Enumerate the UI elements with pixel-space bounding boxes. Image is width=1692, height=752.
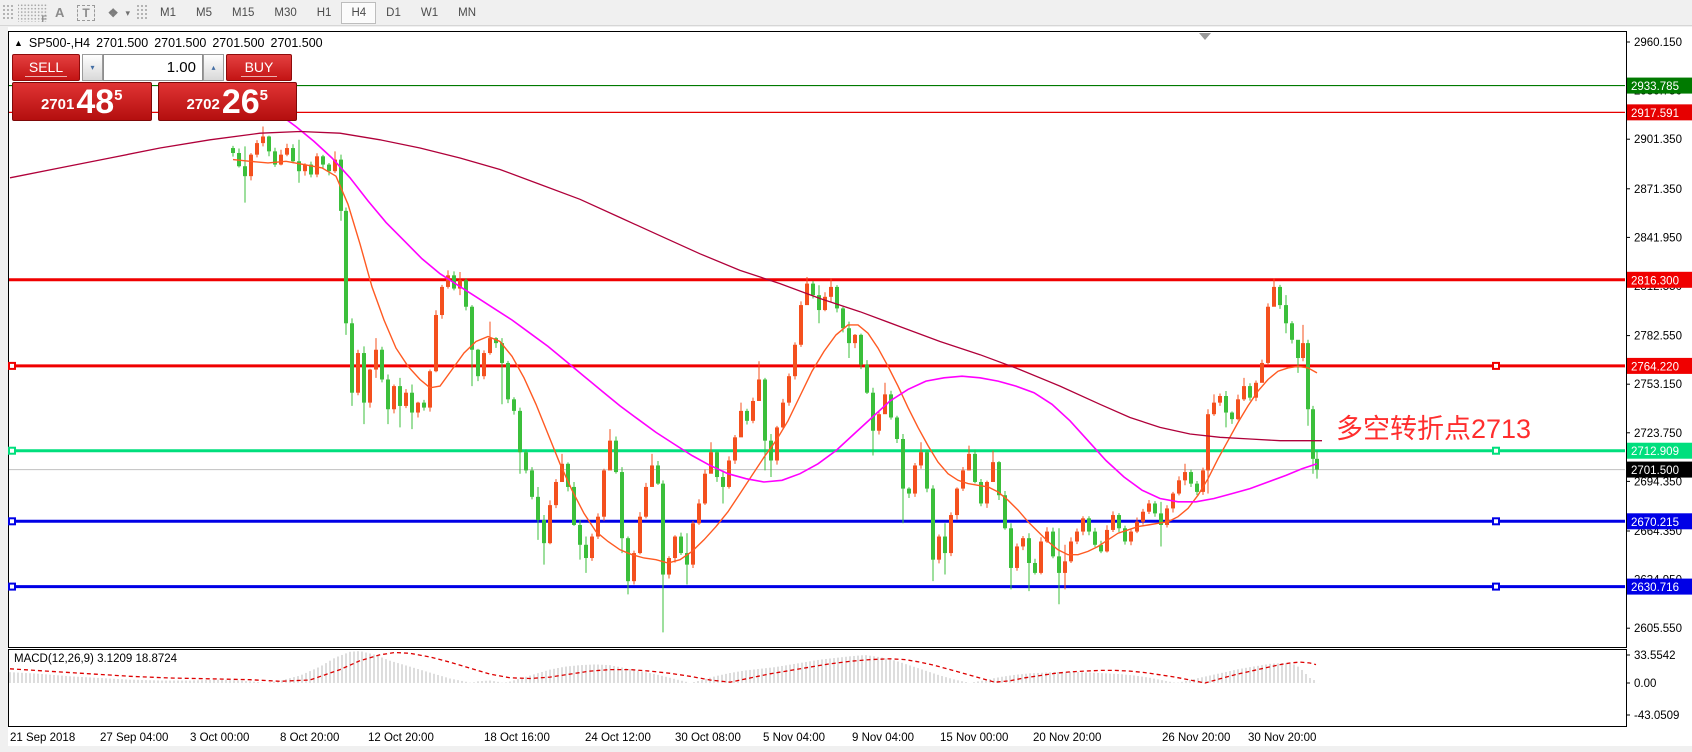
hline-2670.215[interactable]	[8, 517, 1625, 526]
candles	[231, 126, 1319, 633]
toolbar-drag-handle-2[interactable]	[136, 4, 148, 21]
date-label: 9 Nov 04:00	[852, 732, 914, 744]
macd-histogram	[9, 651, 1315, 683]
timeframe-m1[interactable]: M1	[160, 6, 177, 19]
timeframe-d1[interactable]: D1	[386, 6, 401, 19]
svg-text:0.00: 0.00	[1634, 678, 1656, 690]
buy-button[interactable]: BUY	[226, 54, 292, 81]
price-badge-2917.591: 2917.591	[1627, 104, 1692, 121]
timeframe-m15[interactable]: M15	[232, 6, 255, 19]
svg-text:2841.950: 2841.950	[1634, 232, 1682, 244]
buy-price-sup: 5	[259, 87, 269, 104]
annotation-text: 多空转折点2713	[1336, 414, 1531, 444]
timeframe-h4[interactable]: H4	[341, 1, 377, 24]
symbol-arrow-icon: ▲	[14, 38, 23, 48]
svg-text:2960.150: 2960.150	[1634, 37, 1682, 49]
date-label: 20 Nov 20:00	[1033, 732, 1101, 744]
sell-price-sup: 5	[114, 87, 123, 104]
timeframe-w1[interactable]: W1	[420, 6, 439, 19]
chart-shift-marker-icon	[1199, 33, 1211, 40]
date-label: 3 Oct 00:00	[190, 732, 249, 744]
text-a-icon[interactable]: A	[55, 5, 65, 20]
volume-increase-button[interactable]: ▴	[203, 54, 224, 81]
date-label: 12 Oct 20:00	[368, 732, 434, 744]
svg-text:2871.350: 2871.350	[1634, 184, 1682, 196]
sell-price-small: 2701	[40, 96, 75, 113]
svg-text:2816.300: 2816.300	[1631, 275, 1679, 287]
dropdown-caret-icon[interactable]: ▾	[125, 8, 131, 18]
buy-price-box[interactable]: 2702 26 5	[157, 82, 297, 121]
ohlc-open: 2701.500	[96, 36, 149, 50]
mid-ma-line	[277, 112, 1318, 503]
svg-text:-43.0509: -43.0509	[1634, 710, 1679, 722]
svg-text:2605.550: 2605.550	[1634, 623, 1682, 635]
text-box-icon[interactable]: T	[77, 4, 95, 21]
date-label: 24 Oct 12:00	[585, 732, 651, 744]
shapes-icon[interactable]: ❖	[107, 5, 119, 20]
one-click-trading-panel: SELL ▾ ▴ BUY 2701 48 5 2702 26 5	[12, 54, 297, 121]
svg-text:2753.150: 2753.150	[1634, 379, 1682, 391]
date-label: 5 Nov 04:00	[763, 732, 825, 744]
hline-2630.716[interactable]	[8, 582, 1625, 591]
svg-text:2670.215: 2670.215	[1631, 517, 1679, 529]
macd-signal-line	[9, 651, 1317, 684]
svg-text:2712.909: 2712.909	[1631, 446, 1679, 458]
date-label: 18 Oct 16:00	[484, 732, 550, 744]
svg-text:2933.785: 2933.785	[1631, 81, 1679, 93]
date-label: 27 Sep 04:00	[100, 732, 168, 744]
price-badge-2933.785: 2933.785	[1627, 77, 1692, 94]
toolbar: F A T ❖ ▾ M1 M5 M15 M30 H1 H4 D1 W1 MN	[0, 0, 1692, 26]
timeframe-h1[interactable]: H1	[316, 6, 332, 19]
timeframe-mn[interactable]: MN	[458, 6, 476, 19]
ohlc-close: 2701.500	[270, 36, 323, 50]
svg-text:2701.500: 2701.500	[1631, 465, 1679, 477]
date-label: 30 Nov 20:00	[1248, 732, 1316, 744]
date-label: 21 Sep 2018	[10, 732, 75, 744]
volume-decrease-button[interactable]: ▾	[82, 54, 103, 81]
buy-price-big: 26	[221, 82, 260, 121]
timeframe-group: M1 M5 M15 M30 H1 H4 D1 W1 MN	[150, 1, 486, 24]
date-label: 26 Nov 20:00	[1162, 732, 1230, 744]
hline-2712.909[interactable]	[8, 446, 1625, 455]
price-badge-2712.909: 2712.909	[1627, 442, 1692, 459]
slow-ma-line	[9, 130, 1322, 442]
price-badge-2816.300: 2816.300	[1627, 271, 1692, 288]
price-badge-2701.500: 2701.500	[1627, 461, 1692, 478]
svg-text:2782.550: 2782.550	[1634, 331, 1682, 343]
sell-price-box[interactable]: 2701 48 5	[12, 82, 152, 121]
toolbar-drag-handle[interactable]	[2, 4, 13, 21]
sell-button[interactable]: SELL	[12, 54, 80, 81]
svg-text:2901.350: 2901.350	[1634, 134, 1682, 146]
symbol-ohlc-bar: ▲ SP500-,H4 2701.500 2701.500 2701.500 2…	[14, 36, 323, 50]
svg-text:2917.591: 2917.591	[1631, 108, 1679, 120]
hline-2764.220[interactable]	[8, 361, 1625, 370]
date-label: 8 Oct 20:00	[280, 732, 339, 744]
ohlc-low: 2701.500	[212, 36, 265, 50]
indicator-grid-icon[interactable]: F	[18, 3, 48, 24]
price-badge-2764.220: 2764.220	[1627, 357, 1692, 374]
timeframe-m30[interactable]: M30	[274, 6, 297, 19]
svg-text:2694.350: 2694.350	[1634, 476, 1682, 488]
ohlc-high: 2701.500	[154, 36, 207, 50]
fast-ma-line	[232, 158, 1318, 564]
svg-text:2723.750: 2723.750	[1634, 428, 1682, 440]
date-label: 30 Oct 08:00	[675, 732, 741, 744]
price-badge-2670.215: 2670.215	[1627, 513, 1692, 530]
date-label: 15 Nov 00:00	[940, 732, 1008, 744]
timeframe-m5[interactable]: M5	[196, 6, 212, 19]
sell-price-big: 48	[76, 82, 115, 121]
buy-price-small: 2702	[186, 96, 220, 113]
macd-indicator-label: MACD(12,26,9) 3.1209 18.8724	[14, 653, 178, 665]
svg-text:33.5542: 33.5542	[1634, 650, 1676, 662]
price-badge-2630.716: 2630.716	[1627, 578, 1692, 595]
symbol-name: SP500-,H4	[28, 36, 91, 50]
svg-text:2764.220: 2764.220	[1631, 361, 1679, 373]
svg-text:2630.716: 2630.716	[1631, 582, 1679, 594]
volume-input[interactable]	[104, 55, 202, 80]
